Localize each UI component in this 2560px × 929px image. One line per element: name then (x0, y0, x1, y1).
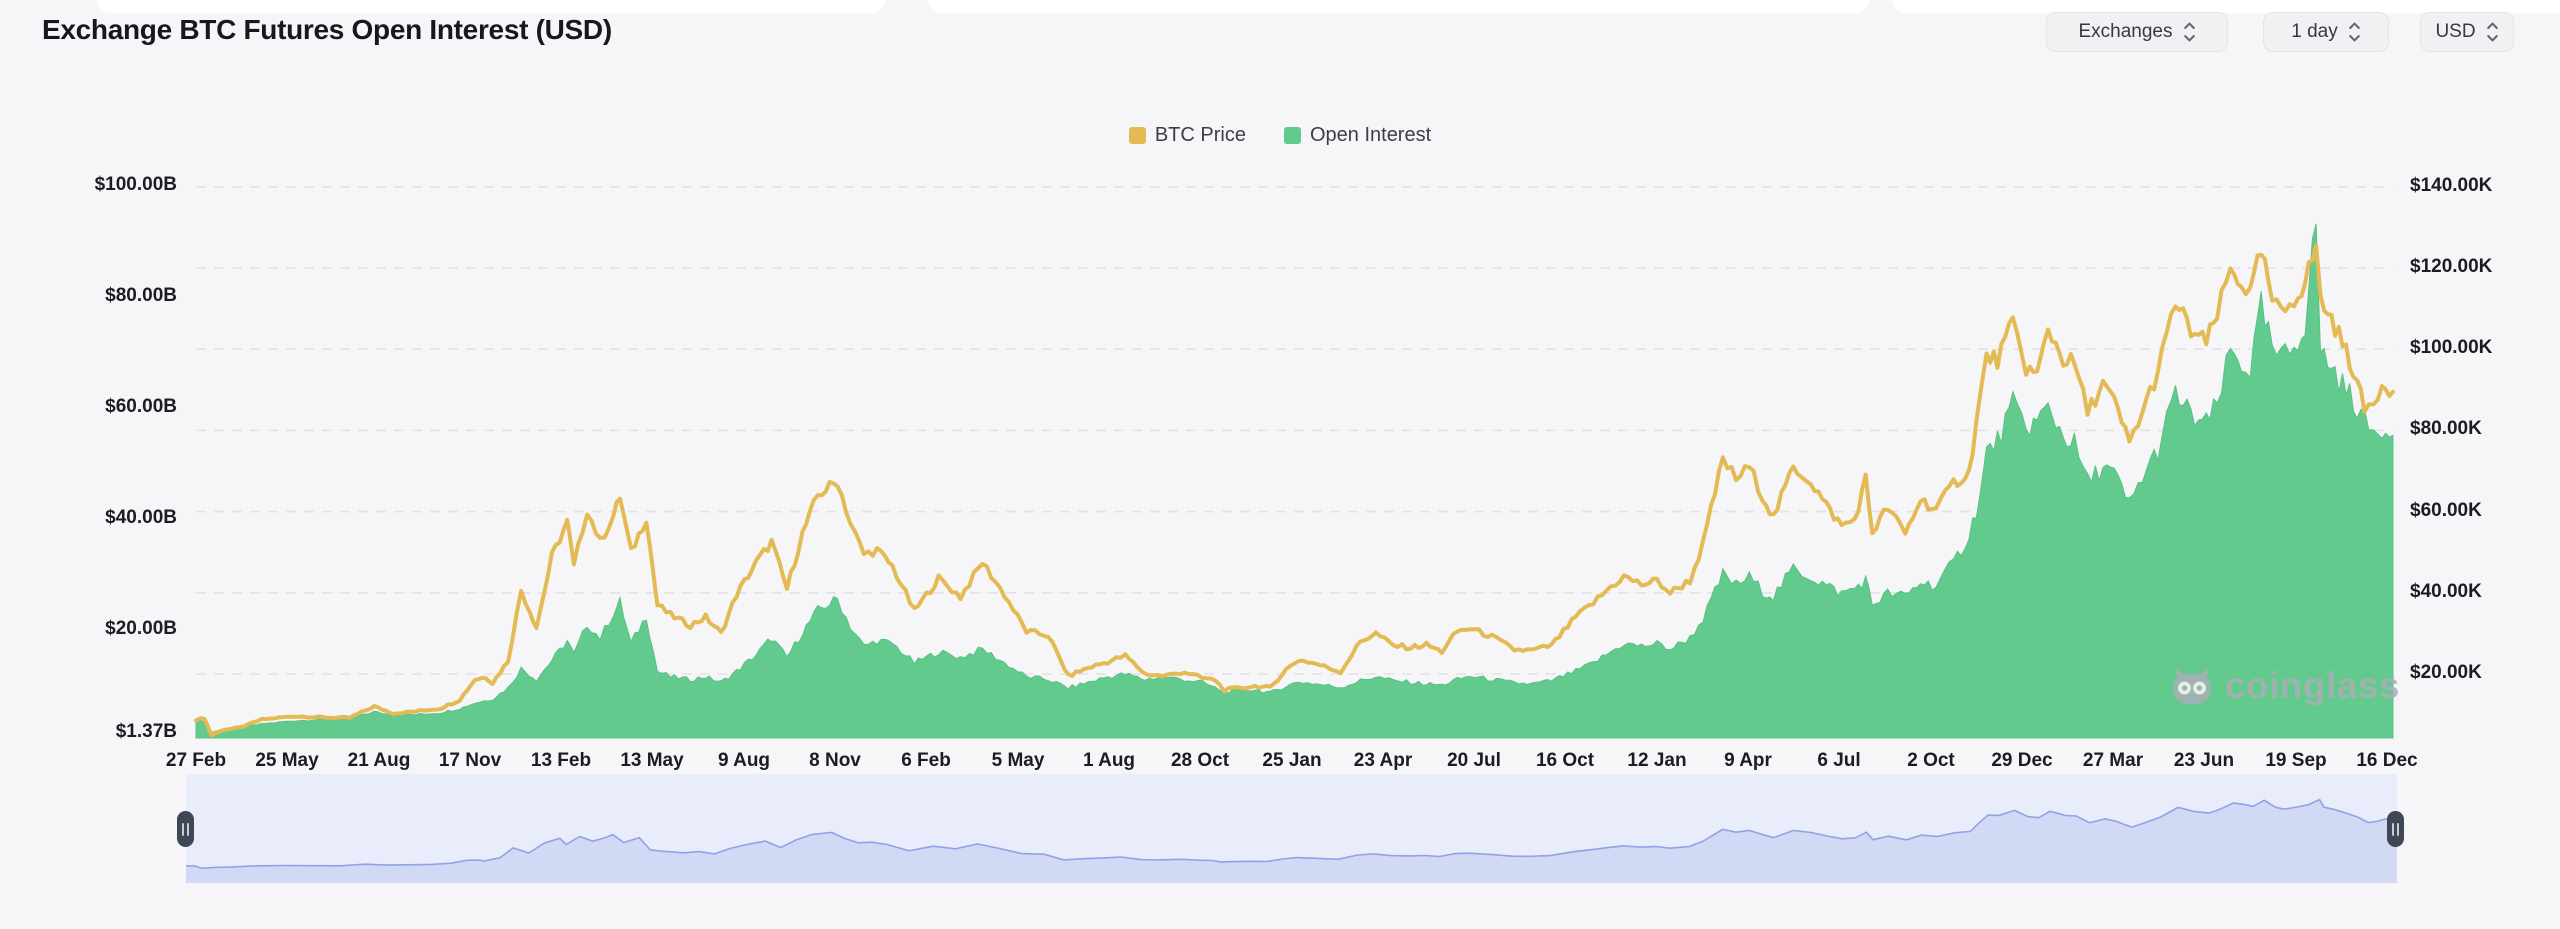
top-card-edge (97, 0, 885, 13)
navigator-area (186, 799, 2397, 883)
x-axis-label: 13 May (620, 750, 684, 771)
x-axis-label: 8 Nov (809, 750, 861, 771)
coinglass-logo-icon (2172, 668, 2211, 705)
right-axis-label: $20.00K (2410, 662, 2482, 683)
updown-chevron-icon (2183, 22, 2195, 42)
right-axis-label: $100.00K (2410, 337, 2493, 358)
legend-item-open-interest[interactable]: Open Interest (1283, 124, 1432, 147)
open-interest-area (195, 223, 2394, 739)
page-title: Exchange BTC Futures Open Interest (USD) (42, 14, 612, 45)
top-card-edge (1892, 0, 2560, 13)
legend: BTC Price Open Interest (0, 124, 2560, 147)
coinglass-watermark: coinglass (2169, 664, 2400, 708)
left-axis-label: $60.00B (105, 396, 177, 417)
x-axis-label: 25 Jan (1262, 750, 1322, 771)
left-axis-label: $20.00B (105, 618, 177, 639)
interval-select[interactable]: 1 day (2263, 12, 2389, 52)
navigator-right-handle[interactable] (2387, 811, 2404, 847)
left-axis-label: $100.00B (94, 174, 177, 195)
right-axis-label: $140.00K (2410, 175, 2493, 196)
x-axis-label: 19 Sep (2265, 750, 2327, 771)
right-axis-label: $60.00K (2410, 500, 2482, 521)
x-axis-label: 5 May (991, 750, 1045, 771)
x-axis-label: 16 Dec (2356, 750, 2418, 771)
legend-item-btc-price[interactable]: BTC Price (1128, 124, 1246, 147)
x-axis-label: 6 Jul (1817, 750, 1861, 771)
x-axis-label: 17 Nov (438, 750, 502, 771)
navigator-left-handle[interactable] (177, 811, 194, 847)
interval-select-label: 1 day (2291, 21, 2338, 42)
currency-select-label: USD (2435, 21, 2476, 42)
x-axis-label: 23 Apr (1353, 750, 1413, 771)
right-axis-label: $40.00K (2410, 581, 2482, 602)
navigator-minichart (186, 798, 2397, 883)
left-axis-label: $80.00B (105, 285, 177, 306)
x-axis-label: 1 Aug (1082, 750, 1136, 771)
exchanges-select-label: Exchanges (2078, 21, 2173, 42)
x-axis-label: 27 Mar (2082, 750, 2144, 771)
navigator-line (186, 798, 2397, 870)
legend-label: Open Interest (1309, 124, 1432, 146)
x-axis-label: 23 Jun (2173, 750, 2235, 771)
right-axis-label: $80.00K (2410, 418, 2482, 439)
x-axis-label: 29 Dec (1991, 750, 2053, 771)
x-axis-label: 21 Aug (347, 750, 411, 771)
x-axis-label: 9 Apr (1724, 750, 1772, 771)
watermark-text: coinglass (2224, 665, 2400, 706)
x-axis-label: 28 Oct (1170, 750, 1230, 771)
range-navigator[interactable] (177, 774, 2404, 883)
x-axis-label: 6 Feb (901, 750, 951, 771)
updown-chevron-icon (2348, 22, 2360, 42)
currency-select[interactable]: USD (2420, 12, 2514, 52)
x-axis-label: 27 Feb (165, 750, 227, 771)
x-axis-label: 25 May (255, 750, 319, 771)
left-axis-label: $40.00B (105, 507, 177, 528)
legend-label: BTC Price (1154, 124, 1246, 146)
updown-chevron-icon (2486, 22, 2498, 42)
btc-price-swatch (1128, 127, 1146, 144)
top-card-edge (928, 0, 1869, 13)
x-axis-label: 16 Oct (1535, 750, 1595, 771)
x-axis-label: 2 Oct (1907, 750, 1955, 771)
exchanges-select[interactable]: Exchanges (2046, 12, 2228, 52)
open-interest-swatch (1283, 127, 1301, 144)
btc-price-line (194, 243, 2395, 738)
right-axis-label: $120.00K (2410, 256, 2493, 277)
x-axis-label: 20 Jul (1447, 750, 1501, 771)
x-axis-label: 13 Feb (530, 750, 592, 771)
left-axis-label: $1.37B (115, 721, 177, 742)
x-axis-label: 9 Aug (717, 750, 771, 771)
x-axis-label: 12 Jan (1627, 750, 1687, 771)
